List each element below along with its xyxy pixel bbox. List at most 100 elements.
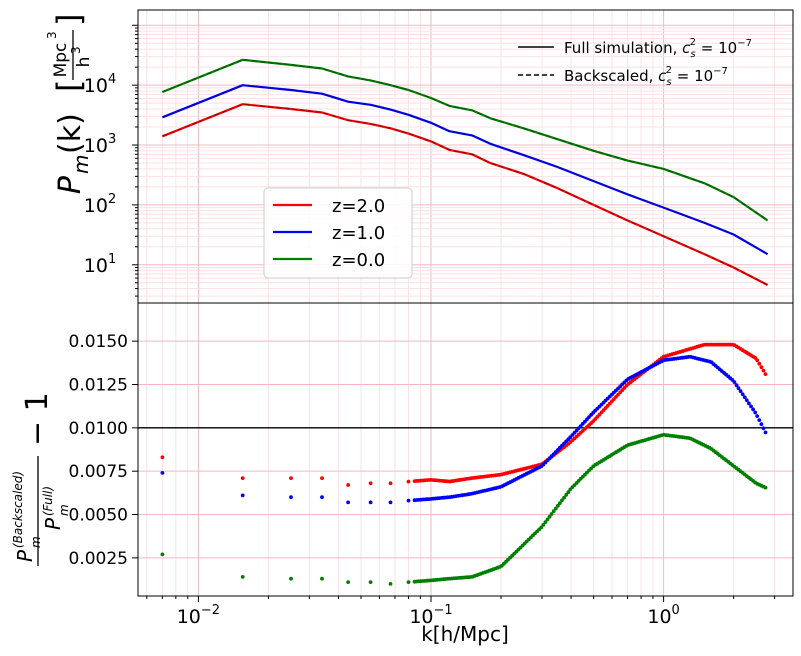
ratio-point-z=1.0 bbox=[736, 386, 741, 391]
ratio-point-z=2.0 bbox=[755, 358, 760, 363]
ratio-point-z=1.0 bbox=[320, 495, 324, 500]
ratio-point-z=0.0 bbox=[556, 503, 560, 508]
bottom-y-tick-label: 0.0150 bbox=[69, 332, 128, 352]
style-legend: Full simulation, cs2 = 10−7 Backscaled, … bbox=[518, 37, 752, 88]
legend-label-z1: z=1.0 bbox=[332, 223, 385, 244]
ratio-denominator-sup: (Full) bbox=[41, 486, 55, 516]
ratio-point-z=2.0 bbox=[406, 479, 411, 484]
ratio-point-z=0.0 bbox=[320, 576, 324, 581]
ratio-point-z=0.0 bbox=[763, 485, 768, 490]
ratio-point-z=1.0 bbox=[289, 495, 293, 500]
bottom-y-axis-label: P m (Backscaled) P m (Full) − 1 bbox=[11, 392, 71, 566]
ratio-point-z=0.0 bbox=[551, 509, 556, 514]
ratio-point-z=1.0 bbox=[759, 422, 764, 427]
ylabel-argument: (k) bbox=[53, 113, 88, 154]
ratio-point-z=0.0 bbox=[160, 552, 165, 557]
ylabel-unit-numerator-exponent: 3 bbox=[45, 31, 59, 39]
ratio-denominator-sub: m bbox=[57, 504, 71, 516]
ratio-point-z=1.0 bbox=[755, 414, 760, 418]
bottom-axes-frame bbox=[137, 302, 794, 597]
ratio-point-z=0.0 bbox=[545, 517, 550, 522]
bottom-x-tick-label: 10−1 bbox=[409, 603, 452, 628]
ratio-point-z=2.0 bbox=[240, 476, 245, 480]
ratio-point-z=1.0 bbox=[753, 410, 758, 415]
ratio-point-z=1.0 bbox=[763, 430, 768, 435]
ratio-point-z=1.0 bbox=[406, 498, 411, 503]
bottom-y-tick-label: 0.0100 bbox=[69, 419, 128, 439]
bottom-y-tick-label: 0.0050 bbox=[69, 506, 128, 526]
ratio-numerator-symbol: P bbox=[13, 549, 37, 562]
ratio-point-z=1.0 bbox=[160, 471, 165, 475]
ratio-point-z=0.0 bbox=[406, 580, 411, 584]
bottom-x-tick-label: 10−2 bbox=[177, 603, 220, 628]
bottom-y-tick-label: 0.0125 bbox=[69, 375, 128, 395]
series-line-backscaled-z=2.0 bbox=[162, 103, 768, 286]
ratio-point-z=2.0 bbox=[757, 361, 762, 366]
ratio-point-z=0.0 bbox=[289, 576, 293, 581]
ratio-numerator-sup: (Backscaled) bbox=[11, 471, 25, 548]
ratio-point-z=0.0 bbox=[553, 506, 558, 511]
ratio-numerator-sub: m bbox=[29, 536, 43, 548]
ratio-point-z=1.0 bbox=[734, 383, 739, 388]
ratio-point-z=1.0 bbox=[738, 389, 743, 394]
bottom-y-ticks: 0.0025 0.0050 0.0075 0.0100 0.0125 0.0150 bbox=[69, 332, 138, 569]
bottom-x-ticks: 10−2 10−1 100 bbox=[146, 596, 776, 628]
ratio-point-z=2.0 bbox=[346, 483, 350, 487]
legend-label-z2: z=2.0 bbox=[332, 196, 385, 217]
ratio-point-z=2.0 bbox=[160, 455, 165, 460]
top-y-tick-label: 103 bbox=[84, 132, 116, 157]
ylabel-unit-denominator-exponent: 3 bbox=[69, 46, 83, 54]
ratio-point-z=2.0 bbox=[289, 476, 293, 480]
top-y-tick-label: 104 bbox=[84, 72, 116, 97]
series-line-full-z=0.0 bbox=[161, 58, 769, 222]
bottom-y-tick-label: 0.0075 bbox=[69, 462, 128, 482]
ylabel-symbol: P bbox=[53, 175, 88, 194]
ratio-point-z=1.0 bbox=[761, 426, 766, 431]
top-y-ticks: 101 102 103 104 bbox=[84, 24, 138, 297]
redshift-legend: z=2.0 z=1.0 z=0.0 bbox=[263, 187, 413, 279]
ratio-point-z=2.0 bbox=[759, 365, 764, 370]
ratio-point-z=1.0 bbox=[346, 500, 350, 505]
legend-entry-backscaled: Backscaled, cs2 = 10−7 bbox=[564, 65, 728, 88]
redshift-legend-box bbox=[263, 187, 413, 279]
top-y-tick-label: 101 bbox=[84, 252, 116, 277]
legend-entry-full-simulation: Full simulation, cs2 = 10−7 bbox=[564, 37, 752, 60]
ratio-point-z=2.0 bbox=[388, 481, 393, 486]
ratio-point-z=0.0 bbox=[566, 490, 571, 495]
ratio-point-z=1.0 bbox=[742, 395, 747, 400]
ratio-point-z=2.0 bbox=[368, 481, 373, 486]
ylabel-subscript: m bbox=[69, 155, 93, 174]
top-power-spectrum-lines bbox=[161, 58, 769, 286]
ratio-point-z=0.0 bbox=[562, 495, 566, 500]
ratio-point-z=0.0 bbox=[558, 501, 562, 505]
ratio-denominator-symbol: P bbox=[41, 517, 65, 530]
ratio-point-z=1.0 bbox=[751, 407, 755, 412]
ratio-point-z=1.0 bbox=[368, 500, 373, 505]
ratio-point-z=0.0 bbox=[541, 523, 546, 527]
ratio-point-z=1.0 bbox=[732, 380, 737, 384]
ylabel-unit-denominator: h bbox=[74, 57, 94, 68]
ratio-point-z=0.0 bbox=[346, 580, 350, 584]
ylabel-bracket-close: ] bbox=[50, 14, 88, 26]
ratio-point-z=1.0 bbox=[757, 418, 762, 422]
legend-label-z0: z=0.0 bbox=[332, 250, 385, 271]
top-y-axis-label: P m (k) [ Mpc 3 h 3 ] bbox=[45, 14, 94, 195]
ylabel-bracket-open: [ bbox=[50, 80, 88, 92]
x-axis-label: k[h/Mpc] bbox=[421, 622, 509, 646]
ratio-minus-one: − 1 bbox=[20, 392, 55, 446]
top-y-tick-label: 102 bbox=[84, 192, 116, 217]
ratio-point-z=1.0 bbox=[240, 493, 245, 498]
ratio-point-z=0.0 bbox=[368, 580, 373, 584]
ratio-point-z=1.0 bbox=[740, 392, 745, 397]
ratio-point-z=2.0 bbox=[761, 368, 766, 373]
ratio-point-z=0.0 bbox=[388, 582, 393, 586]
ratio-point-z=2.0 bbox=[320, 476, 324, 480]
bottom-ratio-points bbox=[160, 342, 768, 586]
ratio-point-z=0.0 bbox=[560, 498, 564, 503]
bottom-gridlines bbox=[138, 303, 793, 596]
ratio-point-z=0.0 bbox=[240, 575, 245, 579]
ratio-point-z=2.0 bbox=[763, 372, 768, 376]
ratio-point-z=0.0 bbox=[549, 512, 554, 516]
ratio-point-z=1.0 bbox=[749, 404, 753, 409]
